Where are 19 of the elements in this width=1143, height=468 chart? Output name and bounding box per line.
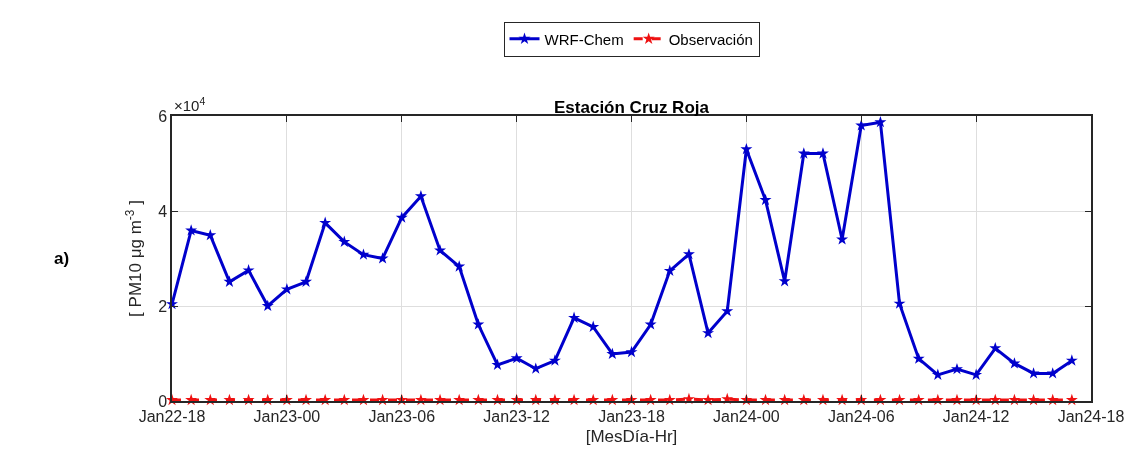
y-tick-label: 2 (158, 297, 168, 315)
x-tick-label: Jan24-18 (1057, 407, 1125, 425)
legend-label: Observación (668, 30, 753, 48)
x-axis-title: [MesDía-Hr] (585, 426, 678, 446)
x-tick-label: Jan23-18 (598, 407, 665, 425)
chart-title: Estación Cruz Roja (554, 98, 710, 117)
y-tick-label: 6 (158, 107, 168, 125)
y-tick-label: 4 (158, 202, 168, 220)
x-tick-label: Jan23-00 (253, 407, 321, 425)
x-tick-label: Jan24-00 (713, 407, 780, 425)
y-tick-label: 0 (158, 392, 168, 410)
legend-label: WRF-Chem (544, 30, 624, 48)
x-tick-label: Jan24-06 (827, 407, 895, 425)
text: ×10$^{4}$ (174, 95, 206, 115)
x-tick-label: Jan24-12 (942, 407, 1010, 425)
text: a) (54, 249, 70, 268)
x-tick-label: Jan23-12 (483, 407, 551, 425)
x-tick-label: Jan23-06 (368, 407, 436, 425)
x-tick-label: Jan22-18 (138, 407, 206, 425)
